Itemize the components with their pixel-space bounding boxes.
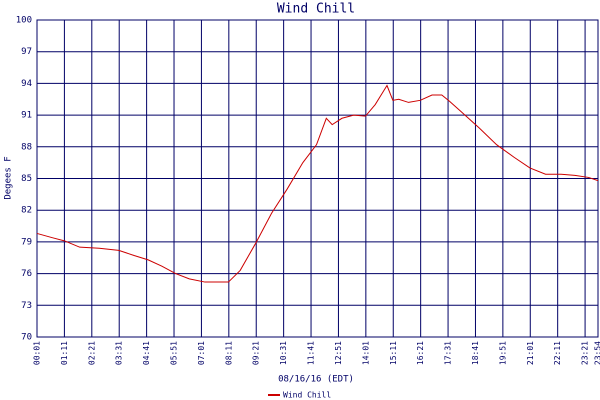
x-tick-label: 14:01 xyxy=(361,341,370,365)
y-tick-label: 70 xyxy=(21,333,32,343)
y-tick-label: 73 xyxy=(21,301,32,311)
x-tick-label: 23:21 xyxy=(581,341,590,365)
y-axis-label: Degees F xyxy=(4,156,14,199)
x-tick-label: 18:41 xyxy=(471,341,480,365)
y-tick-label: 76 xyxy=(21,269,32,279)
x-tick-label: 05:51 xyxy=(170,341,179,365)
x-tick-label: 17:31 xyxy=(444,341,453,365)
y-tick-label: 88 xyxy=(21,142,32,152)
y-tick-label: 97 xyxy=(21,47,32,57)
x-tick-label: 07:01 xyxy=(197,341,206,365)
chart-title: Wind Chill xyxy=(277,2,355,17)
x-tick-label: 12:51 xyxy=(334,341,343,365)
x-tick-label: 10:31 xyxy=(279,341,288,365)
x-tick-label: 02:21 xyxy=(87,341,96,365)
x-tick-label: 00:01 xyxy=(33,341,42,365)
y-tick-label: 82 xyxy=(21,206,32,216)
x-tick-label: 15:11 xyxy=(389,341,398,365)
x-tick-label: 01:11 xyxy=(60,341,69,365)
y-tick-label: 100 xyxy=(16,16,32,26)
x-tick-label: 21:01 xyxy=(526,341,535,365)
y-tick-label: 94 xyxy=(21,79,32,89)
x-tick-label: 09:21 xyxy=(252,341,261,365)
x-tick-label: 23:54 xyxy=(594,341,600,365)
x-tick-label: 19:51 xyxy=(498,341,507,365)
x-tick-label: 16:21 xyxy=(416,341,425,365)
y-tick-label: 91 xyxy=(21,111,32,121)
x-tick-label: 11:41 xyxy=(307,341,316,365)
legend-label: Wind Chill xyxy=(283,391,331,400)
x-axis-label: 08/16/16 (EDT) xyxy=(278,375,354,385)
y-tick-label: 85 xyxy=(21,174,32,184)
data-line xyxy=(36,84,599,283)
y-tick-label: 79 xyxy=(21,237,32,247)
x-tick-label: 22:11 xyxy=(553,341,562,365)
x-tick-label: 08:11 xyxy=(224,341,233,365)
x-tick-label: 04:41 xyxy=(142,341,151,365)
x-tick-label: 03:31 xyxy=(115,341,124,365)
